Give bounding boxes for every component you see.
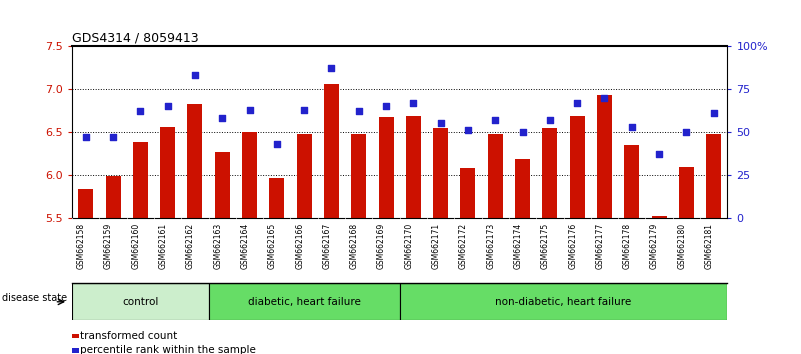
- Bar: [208, 283, 400, 320]
- Text: GSM662160: GSM662160: [131, 223, 140, 269]
- Point: [680, 129, 693, 135]
- Point: [244, 107, 256, 112]
- Text: non-diabetic, heart failure: non-diabetic, heart failure: [495, 297, 632, 307]
- Text: GSM662179: GSM662179: [650, 223, 659, 269]
- Point: [325, 65, 338, 71]
- Text: GSM662177: GSM662177: [595, 223, 605, 269]
- Point: [134, 108, 147, 114]
- Bar: [106, 176, 120, 218]
- Text: GSM662171: GSM662171: [432, 223, 441, 269]
- Text: GSM662165: GSM662165: [268, 223, 277, 269]
- Text: GSM662173: GSM662173: [486, 223, 495, 269]
- Bar: [72, 283, 208, 320]
- Text: GSM662164: GSM662164: [240, 223, 250, 269]
- Bar: [133, 142, 148, 218]
- Text: GDS4314 / 8059413: GDS4314 / 8059413: [72, 32, 199, 45]
- Point: [653, 152, 666, 157]
- Bar: [215, 153, 230, 218]
- Bar: [706, 133, 721, 218]
- Bar: [269, 178, 284, 218]
- Bar: [379, 117, 393, 218]
- Point: [352, 108, 365, 114]
- Text: disease state: disease state: [2, 293, 67, 303]
- Point: [271, 141, 284, 147]
- Bar: [624, 145, 639, 218]
- Text: GSM662174: GSM662174: [513, 223, 522, 269]
- Text: transformed count: transformed count: [80, 331, 178, 341]
- Text: GSM662176: GSM662176: [568, 223, 578, 269]
- Bar: [679, 167, 694, 218]
- Text: GSM662162: GSM662162: [186, 223, 195, 269]
- Bar: [433, 129, 448, 218]
- Text: GSM662158: GSM662158: [77, 223, 86, 269]
- Text: diabetic, heart failure: diabetic, heart failure: [248, 297, 360, 307]
- Text: GSM662181: GSM662181: [705, 223, 714, 269]
- Point: [434, 120, 447, 126]
- Point: [215, 115, 228, 121]
- Text: GSM662178: GSM662178: [622, 223, 632, 269]
- Bar: [461, 168, 476, 218]
- Point: [707, 110, 720, 116]
- Text: GSM662163: GSM662163: [213, 223, 222, 269]
- Bar: [242, 132, 257, 218]
- Bar: [324, 84, 339, 218]
- Bar: [400, 283, 727, 320]
- Point: [79, 134, 92, 140]
- Bar: [570, 116, 585, 218]
- Text: GSM662167: GSM662167: [323, 223, 332, 269]
- Text: control: control: [123, 297, 159, 307]
- Text: GSM662172: GSM662172: [459, 223, 468, 269]
- Text: GSM662169: GSM662169: [377, 223, 386, 269]
- Text: GSM662161: GSM662161: [159, 223, 167, 269]
- Point: [380, 103, 392, 109]
- Point: [626, 124, 638, 130]
- Bar: [406, 116, 421, 218]
- Point: [107, 134, 119, 140]
- Bar: [296, 135, 312, 218]
- Bar: [187, 104, 203, 218]
- Text: GSM662170: GSM662170: [405, 223, 413, 269]
- Point: [489, 117, 501, 123]
- Point: [407, 100, 420, 105]
- Bar: [78, 189, 93, 218]
- Point: [516, 129, 529, 135]
- Bar: [160, 127, 175, 218]
- Bar: [597, 95, 612, 218]
- Text: GSM662159: GSM662159: [104, 223, 113, 269]
- Bar: [651, 216, 666, 218]
- Text: GSM662175: GSM662175: [541, 223, 549, 269]
- Bar: [488, 135, 503, 218]
- Point: [298, 107, 311, 112]
- Text: GSM662166: GSM662166: [295, 223, 304, 269]
- Point: [543, 117, 556, 123]
- Point: [161, 103, 174, 109]
- Bar: [515, 159, 530, 218]
- Bar: [542, 129, 557, 218]
- Bar: [352, 135, 366, 218]
- Text: GSM662180: GSM662180: [678, 223, 686, 269]
- Point: [598, 95, 611, 101]
- Point: [461, 127, 474, 133]
- Text: GSM662168: GSM662168: [350, 223, 359, 269]
- Point: [188, 72, 201, 78]
- Point: [571, 100, 584, 105]
- Text: percentile rank within the sample: percentile rank within the sample: [80, 346, 256, 354]
